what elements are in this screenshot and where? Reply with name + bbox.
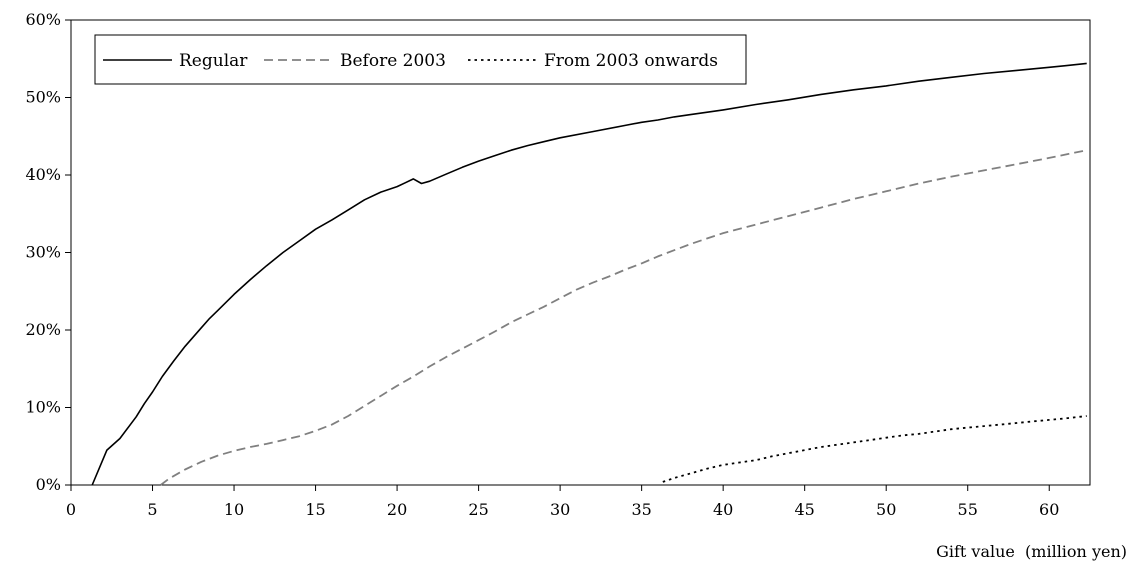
legend-label-2: Before 2003 bbox=[340, 51, 446, 71]
y-tick-label: 10% bbox=[25, 398, 61, 417]
y-tick-label: 20% bbox=[25, 320, 61, 339]
x-axis: 0 5 10 15 20 25 30 35 40 45 50 55 60 bbox=[66, 485, 1059, 519]
y-tick-label: 50% bbox=[25, 88, 61, 107]
x-tick-label: 55 bbox=[958, 500, 978, 519]
x-axis-title: Gift value (million yen) bbox=[936, 542, 1127, 561]
y-tick-label: 0% bbox=[36, 475, 61, 494]
x-tick-label: 20 bbox=[387, 500, 407, 519]
series-line-1 bbox=[91, 62, 1087, 486]
plot-area-frame bbox=[70, 19, 1091, 486]
legend: Regular Before 2003 From 2003 onwards bbox=[94, 34, 747, 85]
x-tick-label: 0 bbox=[66, 500, 76, 519]
x-tick-label: 35 bbox=[631, 500, 651, 519]
legend-label-3: From 2003 onwards bbox=[544, 51, 718, 71]
legend-label-1: Regular bbox=[179, 51, 248, 71]
x-tick-label: 50 bbox=[876, 500, 896, 519]
x-tick-label: 30 bbox=[550, 500, 570, 519]
series-group bbox=[91, 62, 1087, 486]
x-tick-label: 5 bbox=[147, 500, 157, 519]
x-tick-label: 25 bbox=[468, 500, 488, 519]
series-line-3 bbox=[662, 415, 1087, 483]
y-tick-label: 40% bbox=[25, 165, 61, 184]
legend-box bbox=[94, 34, 747, 85]
x-tick-label: 40 bbox=[713, 500, 733, 519]
series-line-2 bbox=[160, 149, 1087, 486]
y-axis: 0% 10% 20% 30% 40% 50% 60% bbox=[25, 10, 71, 494]
x-tick-label: 10 bbox=[224, 500, 244, 519]
y-tick-label: 60% bbox=[25, 10, 61, 29]
x-tick-label: 60 bbox=[1039, 500, 1059, 519]
x-tick-label: 45 bbox=[795, 500, 815, 519]
x-tick-label: 15 bbox=[305, 500, 325, 519]
y-tick-label: 30% bbox=[25, 243, 61, 262]
